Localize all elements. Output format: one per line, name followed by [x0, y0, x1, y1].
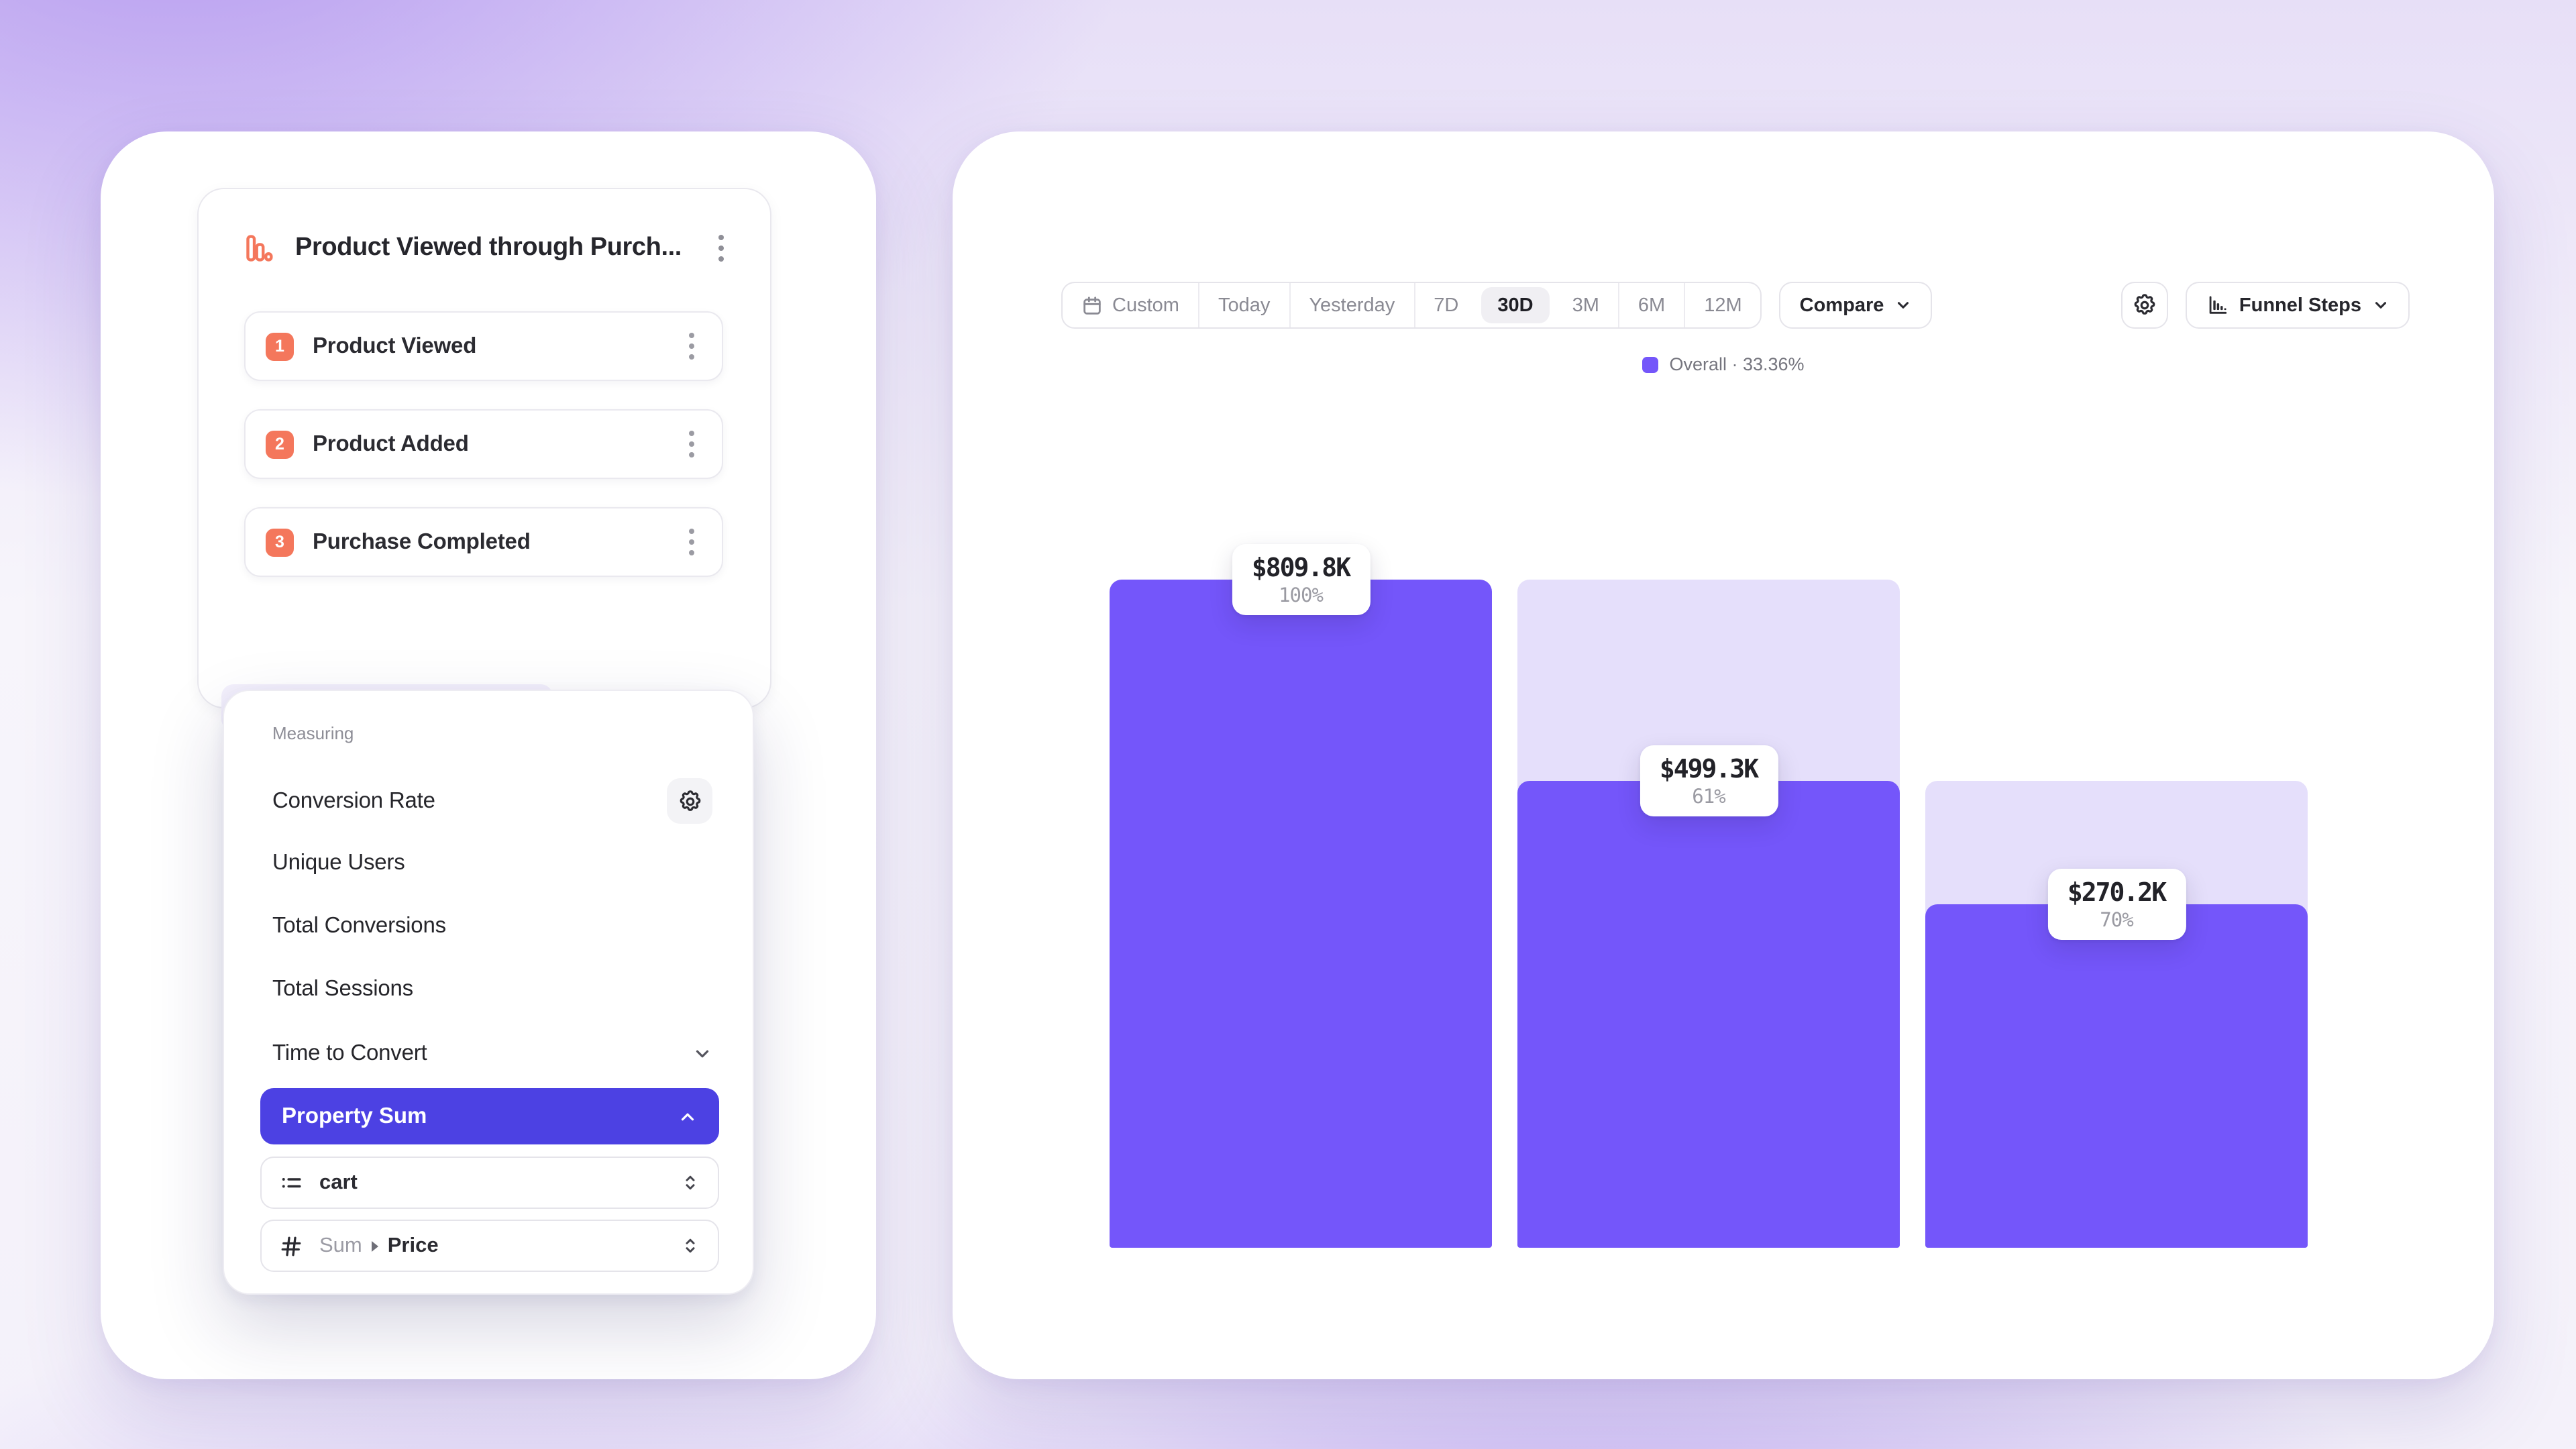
funnel-bar-step-1[interactable]: $809.8K 100%: [1110, 544, 1492, 1248]
funnel-step-row-1[interactable]: 1 Product Viewed: [244, 311, 723, 381]
date-range-label: 30D: [1497, 294, 1534, 316]
date-range-30d-selected[interactable]: 30D: [1481, 287, 1550, 323]
step-number-badge: 2: [266, 430, 294, 458]
funnel-step-row-2[interactable]: 2 Product Added: [244, 409, 723, 479]
funnel-chart-icon: [244, 233, 274, 263]
funnel-builder-panel: Product Viewed through Purch... 1 Produc…: [101, 131, 876, 1379]
hash-icon: [281, 1236, 301, 1256]
bar-value-label: $809.8K 100%: [1231, 544, 1371, 615]
chart-panel: Custom Today Yesterday 7D 30D 3M 6M 12M …: [953, 131, 2494, 1379]
date-range-12m[interactable]: 12M: [1684, 283, 1760, 327]
date-range-label: Yesterday: [1309, 294, 1395, 316]
bar-converted: [1110, 580, 1492, 1248]
aggregation-property: Price: [387, 1234, 439, 1256]
list-icon: [282, 1177, 301, 1187]
step-label: Purchase Completed: [313, 529, 531, 553]
menu-item-label: Property Sum: [282, 1104, 427, 1128]
funnel-builder-card: Product Viewed through Purch... 1 Produc…: [197, 188, 771, 731]
bar-percent: 100%: [1279, 586, 1324, 607]
property-select[interactable]: cart: [260, 1157, 719, 1209]
chart-legend: Overall · 33.36%: [953, 354, 2494, 374]
date-range-label: Today: [1218, 294, 1271, 316]
report-title: Product Viewed through Purch...: [295, 233, 682, 262]
compare-label: Compare: [1799, 294, 1884, 316]
step-menu-button[interactable]: [676, 525, 706, 559]
chevron-down-icon: [2375, 302, 2387, 309]
bar-value-label: $270.2K 70%: [2047, 868, 2186, 940]
menu-item-total-conversions[interactable]: Total Conversions: [224, 895, 753, 957]
menu-item-total-sessions[interactable]: Total Sessions: [224, 958, 753, 1020]
date-range-control: Custom Today Yesterday 7D 30D 3M 6M 12M: [1061, 282, 1762, 329]
aggregation-select-value: Sum Price: [319, 1234, 680, 1258]
funnel-step-row-3[interactable]: 3 Purchase Completed: [244, 507, 723, 577]
date-range-6m[interactable]: 6M: [1617, 283, 1684, 327]
date-range-label: 12M: [1704, 294, 1742, 316]
date-range-3m[interactable]: 3M: [1554, 283, 1618, 327]
step-label: Product Added: [313, 431, 469, 455]
property-select-value: cart: [319, 1171, 358, 1193]
bar-value: $270.2K: [2067, 877, 2167, 908]
chart-settings-button[interactable]: [2121, 282, 2168, 329]
report-menu-button[interactable]: [706, 231, 735, 266]
menu-item-conversion-rate[interactable]: Conversion Rate: [224, 770, 753, 832]
gear-icon: [2134, 294, 2155, 315]
date-range-yesterday[interactable]: Yesterday: [1289, 283, 1413, 327]
chart-type-dropdown[interactable]: Funnel Steps: [2185, 282, 2410, 329]
calendar-icon: [1083, 296, 1101, 314]
funnel-bar-step-2[interactable]: $499.3K 61%: [1517, 580, 1900, 1248]
menu-item-label: Unique Users: [272, 850, 405, 874]
menu-item-unique-users[interactable]: Unique Users: [224, 832, 753, 894]
menu-item-property-sum[interactable]: Property Sum: [260, 1088, 719, 1144]
aggregation-select[interactable]: Sum Price: [260, 1220, 719, 1272]
compare-button[interactable]: Compare: [1779, 282, 1933, 329]
bar-value-label: $499.3K 61%: [1639, 745, 1778, 817]
step-number-badge: 1: [266, 332, 294, 360]
date-range-label: Custom: [1112, 294, 1179, 316]
bar-value: $499.3K: [1659, 755, 1759, 785]
legend-swatch: [1642, 356, 1659, 372]
conversion-rate-settings-button[interactable]: [667, 778, 712, 824]
breadcrumb-arrow-icon: [371, 1240, 378, 1251]
bar-value: $809.8K: [1251, 553, 1351, 583]
unfold-icon: [686, 1238, 695, 1253]
menu-section-label: Measuring: [272, 723, 354, 743]
date-range-label: 3M: [1572, 294, 1599, 316]
funnel-steps-icon: [2209, 296, 2227, 314]
funnel-bar-chart: $809.8K 100% $499.3K 61% $270.2K 70%: [1110, 544, 2308, 1248]
bar-percent: 61%: [1692, 787, 1725, 809]
menu-item-label: Total Conversions: [272, 913, 446, 937]
chart-toolbar: Custom Today Yesterday 7D 30D 3M 6M 12M …: [953, 282, 2494, 329]
menu-item-label: Total Sessions: [272, 976, 413, 1000]
bar-converted: [1517, 781, 1900, 1248]
date-range-custom[interactable]: Custom: [1063, 283, 1198, 327]
menu-item-label: Conversion Rate: [272, 788, 435, 812]
chevron-down-icon: [696, 1049, 709, 1057]
date-range-today[interactable]: Today: [1197, 283, 1289, 327]
chevron-down-icon: [1898, 302, 1909, 309]
step-menu-button[interactable]: [676, 427, 706, 462]
aggregation-prefix: Sum: [319, 1234, 362, 1256]
legend-label: Overall · 33.36%: [1669, 354, 1805, 374]
step-number-badge: 3: [266, 528, 294, 556]
step-label: Product Viewed: [313, 333, 477, 358]
unfold-icon: [686, 1175, 695, 1190]
menu-item-label: Time to Convert: [272, 1040, 427, 1065]
menu-item-time-to-convert[interactable]: Time to Convert: [224, 1022, 753, 1084]
builder-header: Product Viewed through Purch...: [244, 224, 735, 272]
gear-icon: [679, 790, 700, 810]
date-range-label: 6M: [1638, 294, 1666, 316]
chevron-up-icon: [681, 1112, 694, 1120]
bar-percent: 70%: [2100, 910, 2133, 932]
bar-converted: [1925, 904, 2308, 1248]
measuring-menu-popover: Measuring Conversion Rate Unique Users T…: [223, 690, 754, 1295]
chart-type-label: Funnel Steps: [2239, 294, 2361, 316]
date-range-7d[interactable]: 7D: [1413, 283, 1477, 327]
step-menu-button[interactable]: [676, 329, 706, 364]
funnel-bar-step-3[interactable]: $270.2K 70%: [1925, 580, 2308, 1248]
date-range-label: 7D: [1434, 294, 1459, 316]
